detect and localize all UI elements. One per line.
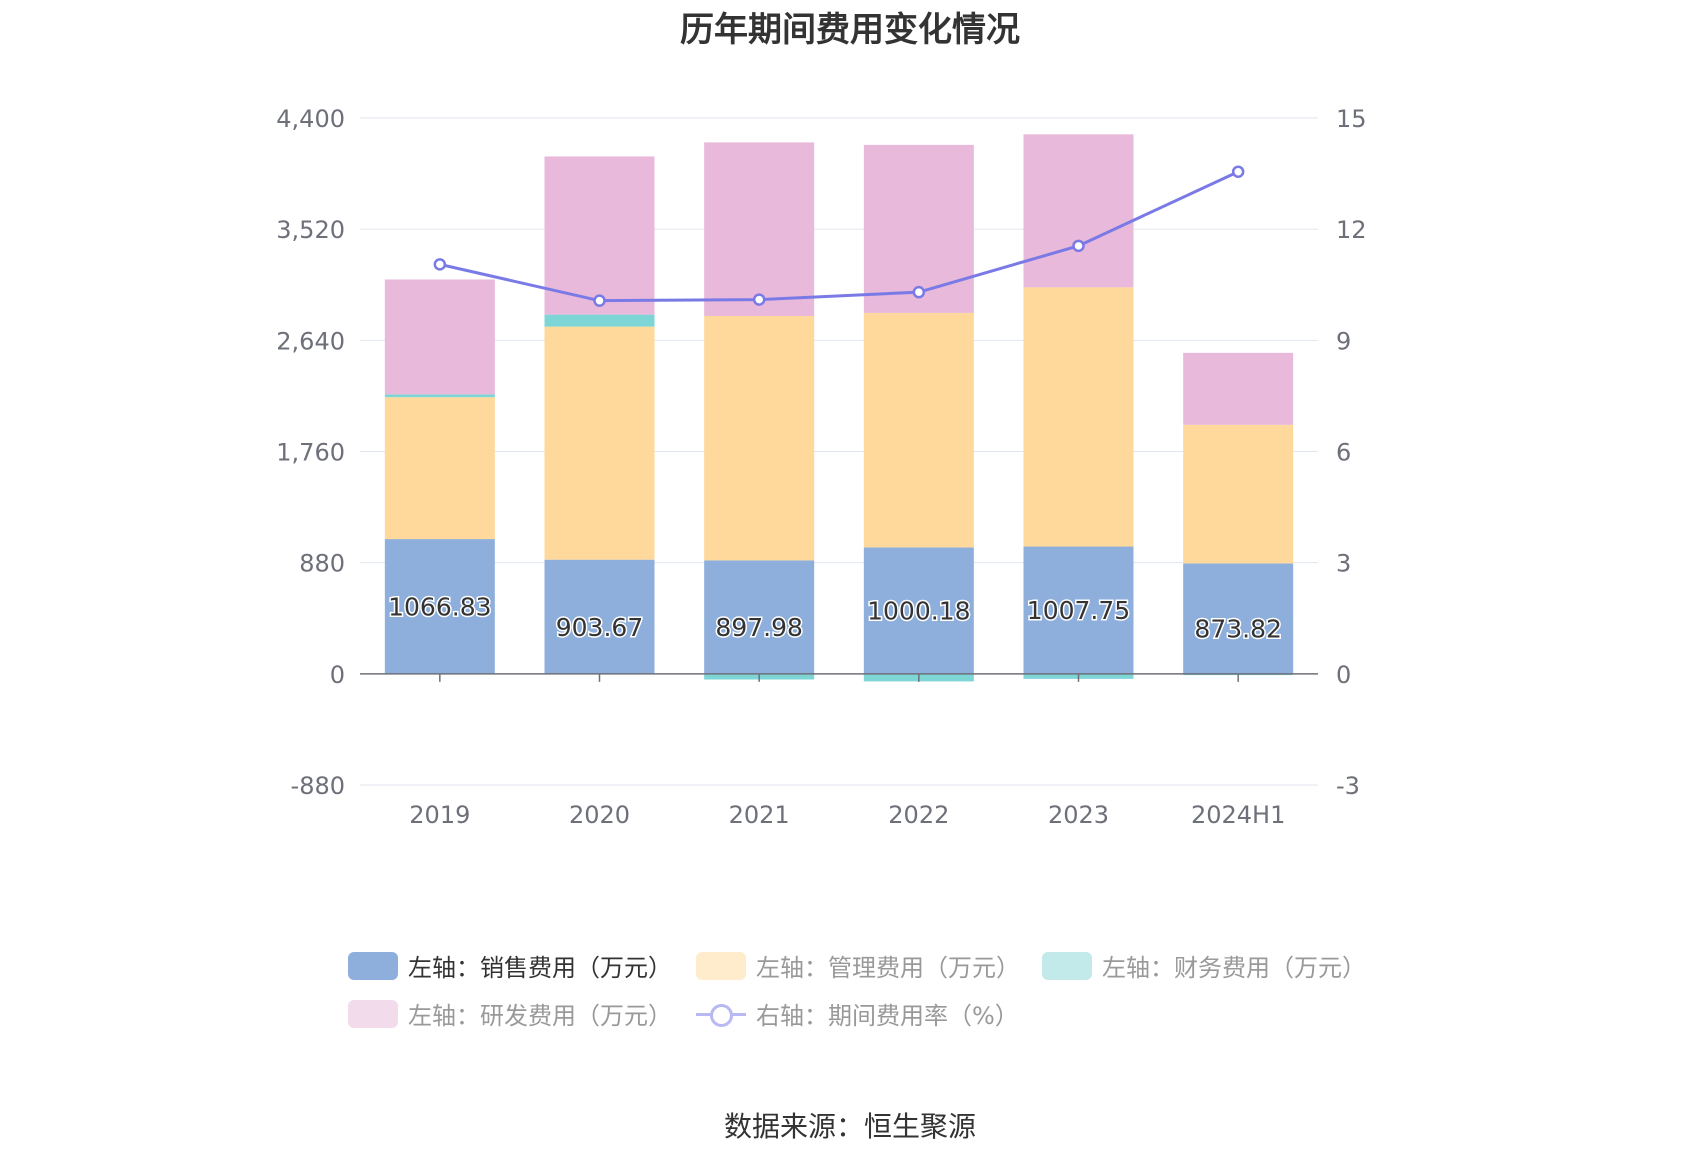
bar-value-label: 903.67 [556,613,643,642]
right-axis-tick-label: 6 [1336,439,1351,467]
legend-swatch-rnd [348,999,398,1028]
legend-label-finance: 左轴：财务费用（万元） [1102,954,1366,982]
bar-2-2024H1 [1183,424,1294,564]
bar-2-2019 [384,397,495,540]
bar-2-2020 [544,326,655,560]
bar-3-2020 [544,314,655,327]
legend-label-admin: 左轴：管理费用（万元） [756,954,1020,982]
rate-point [752,293,766,306]
legend-label-sales: 左轴：销售费用（万元） [408,954,672,982]
bar-2-2021 [704,315,815,561]
bar-value-label: 1066.83 [388,592,491,621]
rate-point [433,258,447,271]
rate-point [593,294,606,307]
right-axis-tick-label: -3 [1336,772,1360,800]
bar-value-label: 1007.75 [1027,596,1130,625]
x-axis-tick-label: 2024H1 [1191,801,1285,829]
right-axis-tick-label: 12 [1336,216,1367,244]
legend-swatch-sales [348,951,398,980]
x-axis-tick-label: 2023 [1048,801,1109,829]
x-axis-tick-label: 2019 [409,801,470,829]
legend-label-rate: 右轴：期间费用率（%） [756,1002,1019,1030]
bar-3-2019 [384,394,495,398]
axes: -880 0 880 1,760 2,640 3,520 4,400 -3 0 3 6 9 12 15 20… [276,105,1366,829]
left-axis-tick-label: -880 [291,772,345,800]
data-labels: 1066.83 903.67 897.98 1000.18 1007.75 873.82 [387,591,1284,645]
left-axis-tick-label: 3,520 [276,216,345,244]
x-axis-tick-label: 2020 [569,801,630,829]
bar-2-2022 [863,312,974,548]
left-axis-tick-label: 0 [330,661,345,689]
bar-4-2019 [384,279,495,395]
bar-1-2021 [704,560,815,674]
grid-lines [360,117,1318,786]
legend-line-icon [696,1000,746,1028]
bar-1-2019 [384,539,495,674]
bar-1-2020 [544,559,655,674]
bar-4-2024H1 [1183,352,1294,425]
bar-1-2022 [863,547,974,674]
bar-4-2023 [1023,134,1134,288]
left-axis-tick-label: 2,640 [276,327,345,355]
right-axis-tick-label: 0 [1336,661,1351,689]
bar-1-2023 [1023,546,1134,674]
legend-item-finance[interactable]: 左轴：财务费用（万元） [1042,948,1366,983]
bar-4-2020 [544,156,655,315]
rate-line [439,170,1239,303]
rate-line-series [433,165,1245,307]
source-note: 数据来源：恒生聚源 [723,1110,976,1143]
rate-point [912,285,926,299]
chart-title: 历年期间费用变化情况 [680,10,1020,50]
legend-swatch-admin [696,951,746,980]
legend-item-rate[interactable]: 右轴：期间费用率（%） [696,996,1019,1031]
left-axis-tick-label: 4,400 [276,105,345,133]
bar-2-2023 [1023,287,1134,547]
legend-label-rnd: 左轴：研发费用（万元） [408,1002,672,1030]
bar-1-2024H1 [1183,563,1294,674]
bar-value-label: 873.82 [1194,615,1281,644]
bar-series [384,134,1294,682]
left-axis-tick-label: 880 [299,550,345,578]
x-axis-tick-label: 2021 [729,801,790,829]
rate-point [1072,239,1085,253]
right-axis-tick-label: 15 [1336,105,1367,133]
right-axis-tick-label: 3 [1336,550,1351,578]
legend-item-sales[interactable]: 左轴：销售费用（万元） [348,948,672,983]
rate-point [1231,165,1245,178]
bar-value-label: 1000.18 [867,597,970,626]
legend-item-rnd[interactable]: 左轴：研发费用（万元） [348,996,672,1031]
bar-4-2021 [704,142,815,316]
left-axis-tick-label: 1,760 [276,439,345,467]
legend-swatch-finance [1042,951,1092,980]
bar-4-2022 [863,144,974,313]
right-axis-tick-label: 9 [1336,327,1351,355]
legend-item-admin[interactable]: 左轴：管理费用（万元） [696,948,1020,983]
x-axis-tick-label: 2022 [888,801,949,829]
bar-value-label: 897.98 [715,613,802,642]
